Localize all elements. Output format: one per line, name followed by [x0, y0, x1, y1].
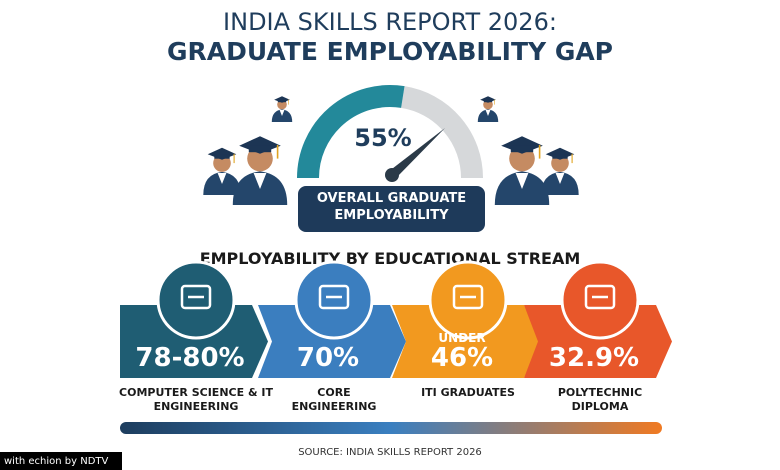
stream-value: 46% — [431, 343, 493, 373]
stream-icon — [584, 284, 616, 310]
stream-label: COMPUTER SCIENCE & IT ENGINEERING — [119, 386, 273, 413]
watermark: with echion by NDTV — [4, 456, 109, 467]
gauge-caption: OVERALL GRADUATE EMPLOYABILITY — [316, 191, 467, 223]
source: SOURCE: INDIA SKILLS REPORT 2026 — [298, 447, 482, 458]
stream-banner — [524, 305, 672, 378]
stream-icon-circle — [428, 260, 508, 340]
stream-prefix: UNDER — [438, 331, 485, 345]
stream-label: POLYTECHNIC DIPLOMA — [557, 386, 643, 413]
gauge-fill — [297, 85, 405, 179]
stream-banner — [392, 305, 540, 378]
stream-value: 70% — [297, 343, 359, 373]
graduate-icon — [232, 135, 289, 205]
section-title: EMPLOYABILITY BY EDUCATIONAL STREAM — [200, 249, 581, 268]
stream-icon — [180, 284, 212, 310]
graduate-icon — [493, 135, 551, 205]
stream-icon-circle — [560, 260, 640, 340]
title: INDIA SKILLS REPORT 2026: — [223, 8, 557, 36]
stream-icon — [452, 284, 484, 310]
subtitle: GRADUATE EMPLOYABILITY GAP — [167, 37, 613, 66]
gauge-track — [400, 86, 483, 179]
stream-value: 78-80% — [135, 343, 244, 373]
gauge-value: 55% — [354, 124, 411, 152]
graduate-icon — [202, 147, 242, 195]
stream-icon — [318, 284, 350, 310]
graduate-icon — [271, 95, 293, 122]
gradient-bar — [120, 422, 662, 434]
gauge-needle — [388, 128, 445, 178]
graduate-icon — [477, 95, 499, 122]
watermark-box — [0, 452, 122, 470]
stream-value: 32.9% — [549, 343, 639, 373]
graduate-icon — [540, 147, 580, 195]
stream-label: ITI GRADUATES — [421, 386, 515, 399]
caption-box — [298, 186, 485, 232]
gauge-hub — [385, 168, 399, 182]
stream-banner — [120, 305, 268, 378]
stream-label: CORE ENGINEERING — [291, 386, 377, 413]
stream-icon-circle — [294, 260, 374, 340]
stream-banner — [258, 305, 406, 378]
gauge — [297, 85, 483, 179]
stream-icon-circle — [156, 260, 236, 340]
